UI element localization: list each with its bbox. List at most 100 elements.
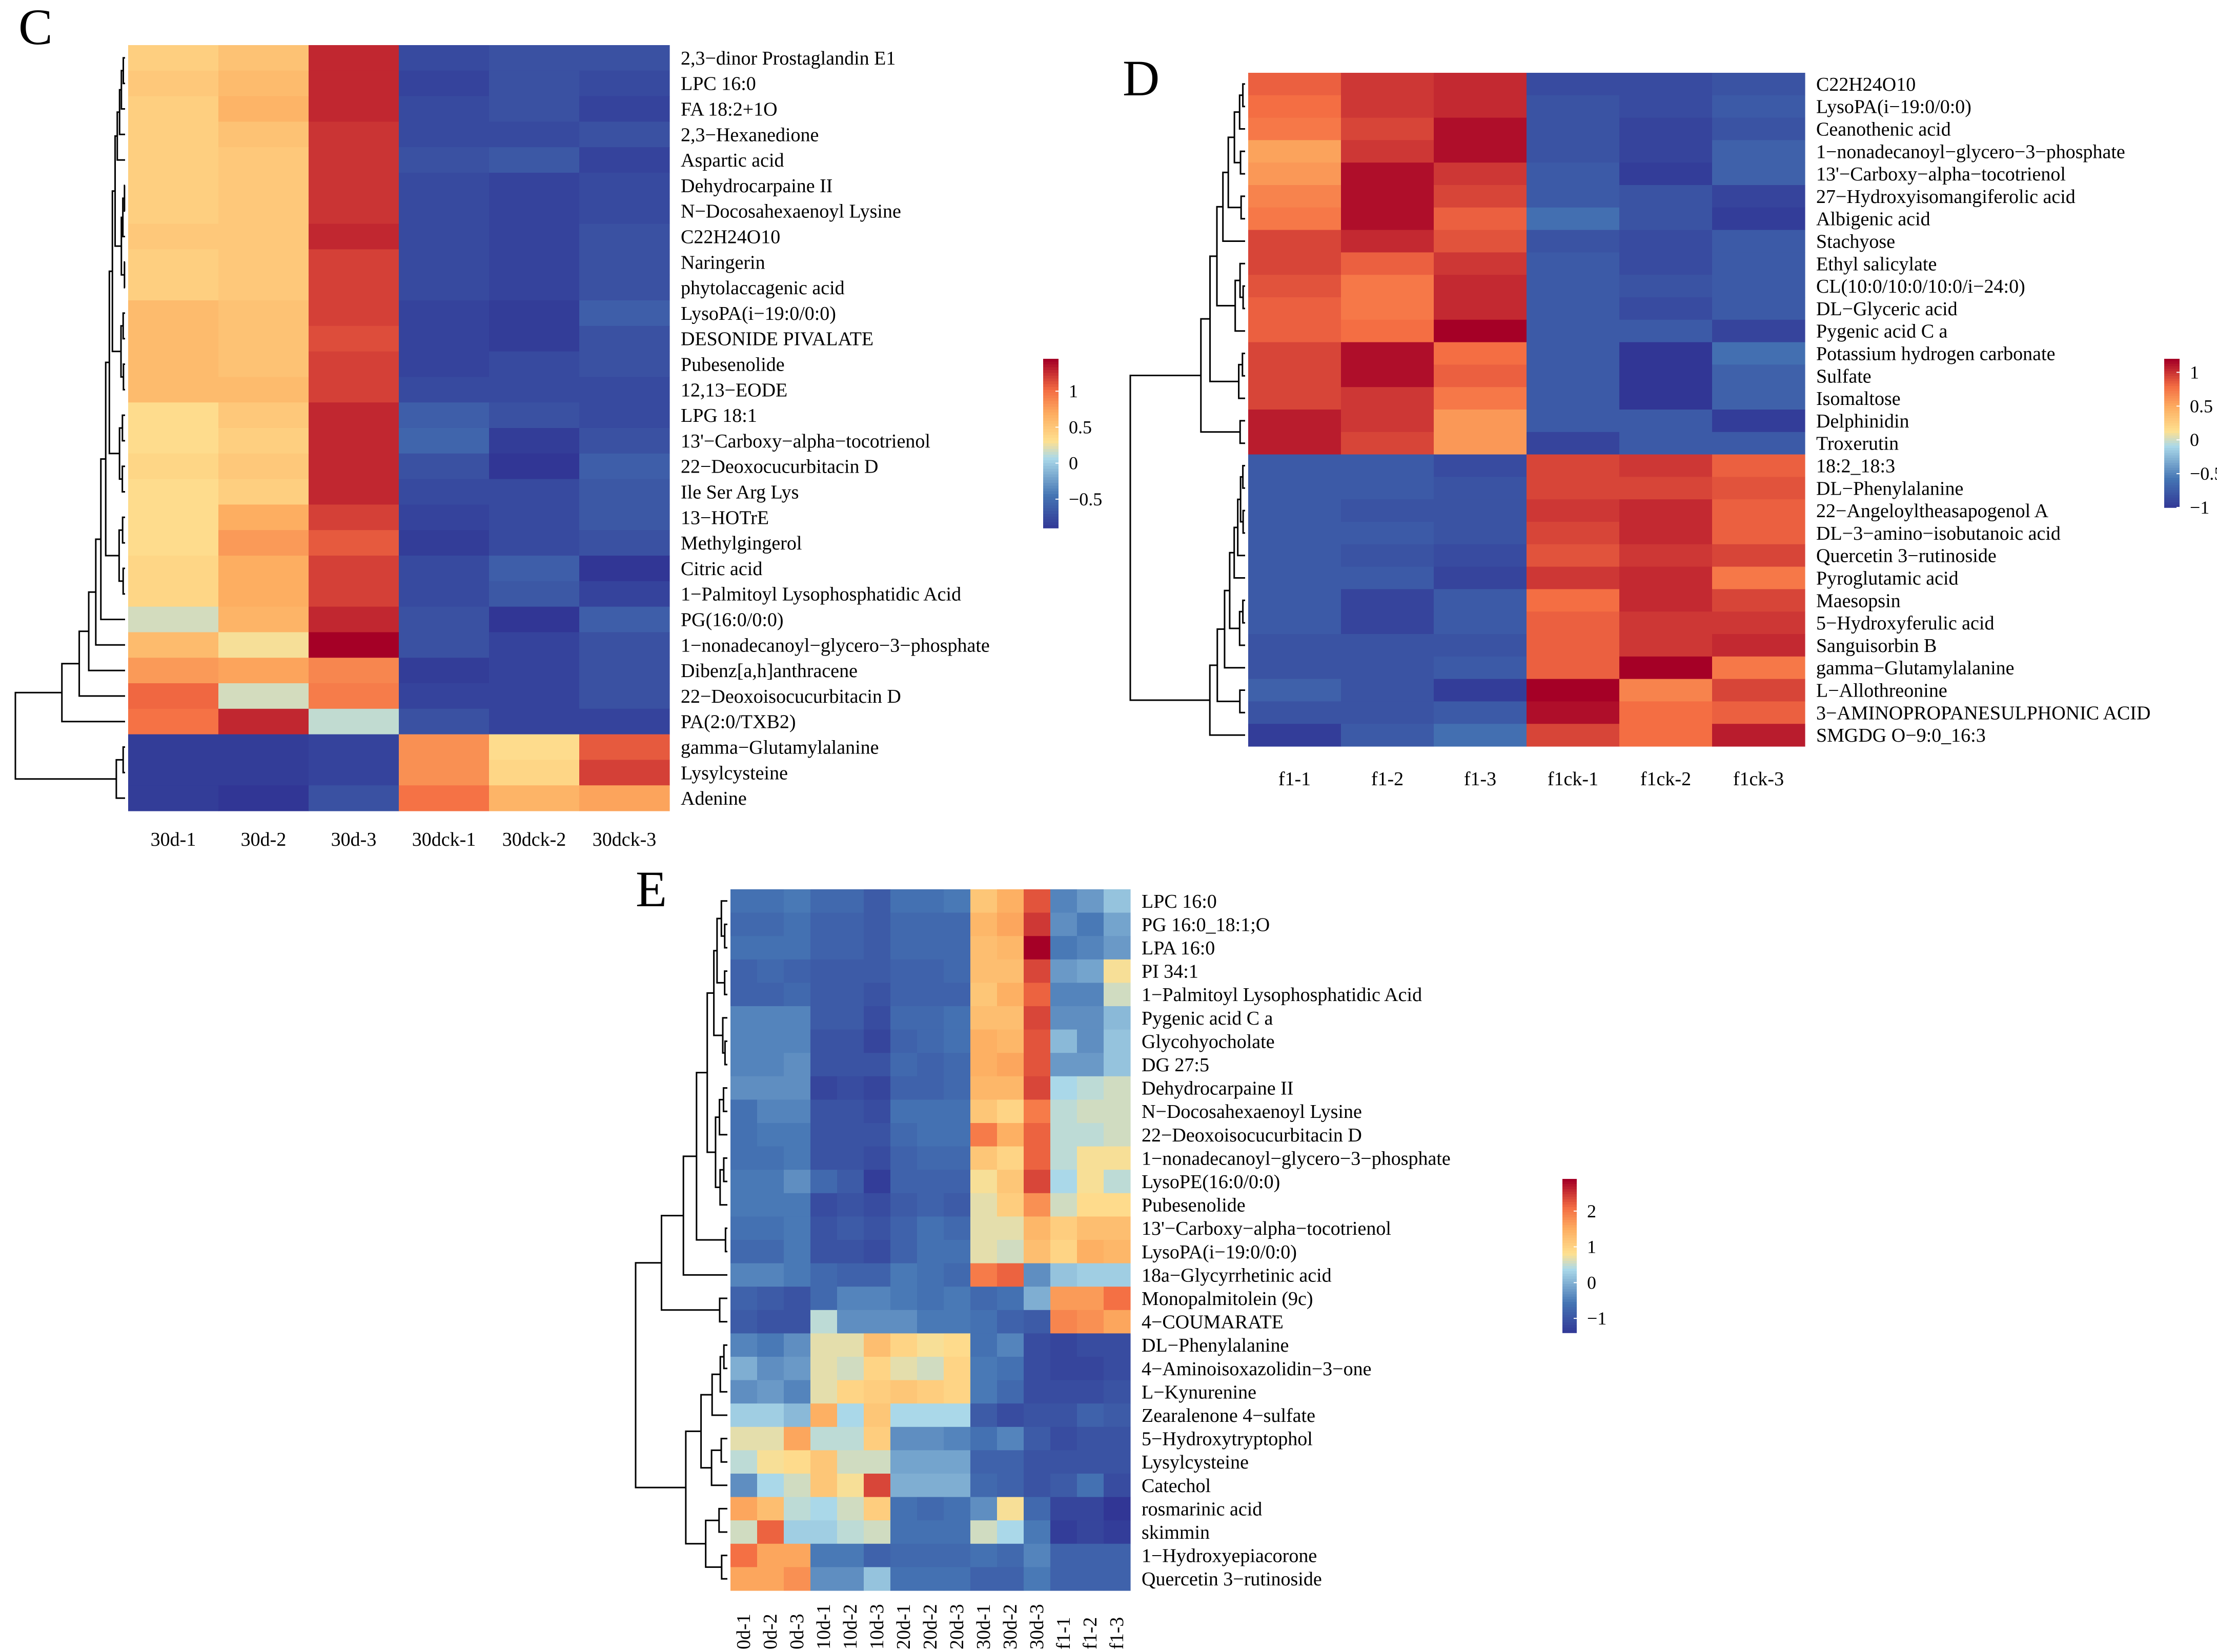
heatmap-cell <box>1527 117 1620 140</box>
heatmap-cell <box>1050 1403 1077 1427</box>
dendrogram-branch <box>1224 589 1245 669</box>
heatmap-cell <box>1104 912 1131 936</box>
heatmap-cell <box>399 428 490 454</box>
heatmap-cell <box>864 936 891 960</box>
legend-gradient-segment <box>2164 455 2180 459</box>
heatmap-cell <box>810 1520 838 1544</box>
heatmap-cell <box>399 173 490 199</box>
heatmap-cell <box>1248 207 1341 231</box>
heatmap-cell <box>1434 117 1527 140</box>
heatmap-cell <box>730 1380 758 1404</box>
heatmap-cell <box>218 734 309 760</box>
heatmap-cell <box>1024 1099 1051 1124</box>
heatmap-cell <box>837 1474 864 1498</box>
row-label: Maesopsin <box>1816 590 1901 611</box>
heatmap-cell <box>837 1543 864 1567</box>
heatmap-cell <box>1712 140 1805 163</box>
heatmap-cell <box>864 1006 891 1030</box>
row-label: DL−3−amino−isobutanoic acid <box>1816 523 2061 544</box>
legend-gradient-segment <box>1043 381 1059 385</box>
heatmap-cell <box>997 1333 1024 1357</box>
heatmap-cell <box>944 983 971 1007</box>
heatmap-cell <box>890 1426 918 1451</box>
heatmap-cell <box>1341 162 1434 186</box>
heatmap-cell <box>1077 912 1104 936</box>
heatmap-cell <box>970 1333 998 1357</box>
heatmap-cell <box>890 1263 918 1287</box>
heatmap-cell <box>218 377 309 403</box>
legend-gradient-segment <box>2164 371 2180 374</box>
heatmap-cell <box>128 198 219 225</box>
heatmap-cell <box>1527 410 1620 433</box>
heatmap-cell <box>864 1520 891 1544</box>
panel-letter-e: E <box>636 861 667 917</box>
heatmap-cell <box>810 1426 838 1451</box>
dendrogram-branch <box>724 923 727 949</box>
heatmap-cell <box>997 1403 1024 1427</box>
heatmap-cell <box>837 1333 864 1357</box>
dendrogram-branch <box>720 1438 727 1463</box>
dendrogram-branch <box>1216 628 1240 702</box>
heatmap-cell <box>757 1380 784 1404</box>
heatmap-cell <box>309 45 399 71</box>
heatmap-cell <box>890 1076 918 1100</box>
legend-tick-label: 0 <box>2190 430 2199 450</box>
heatmap-cell <box>970 1099 998 1124</box>
row-label: 13'−Carboxy−alpha−tocotrienol <box>681 431 930 452</box>
legend-gradient-segment <box>2164 403 2180 406</box>
heatmap-cell <box>997 1357 1024 1381</box>
heatmap-cell <box>837 1263 864 1287</box>
heatmap-cell <box>730 1146 758 1170</box>
heatmap-cell <box>917 1123 944 1147</box>
legend-gradient-segment <box>1562 1212 1577 1215</box>
heatmap-cell <box>1712 432 1805 455</box>
heatmap-cell <box>970 1474 998 1498</box>
heatmap-cell <box>128 70 219 97</box>
heatmap-cell <box>1527 162 1620 186</box>
heatmap-cell <box>1077 1287 1104 1311</box>
heatmap-cell <box>997 1543 1024 1567</box>
heatmap-cell <box>864 1357 891 1381</box>
legend-gradient-segment <box>2164 478 2180 481</box>
heatmap-cell <box>1619 73 1713 96</box>
heatmap-cell <box>1077 1333 1104 1357</box>
heatmap-cell <box>1434 73 1527 96</box>
row-label: Quercetin 3−rutinoside <box>1816 545 1997 567</box>
heatmap-cell <box>1619 387 1713 410</box>
heatmap-cell <box>1077 1193 1104 1217</box>
heatmap-cell <box>944 1497 971 1521</box>
column-label: f1-3 <box>1106 1617 1128 1649</box>
legend-gradient-segment <box>2164 470 2180 474</box>
heatmap-cell <box>997 1029 1024 1053</box>
legend-gradient-segment <box>1043 449 1059 453</box>
heatmap-cell <box>1248 701 1341 724</box>
row-label: Troxerutin <box>1816 433 1899 455</box>
heatmap-cell <box>810 1076 838 1100</box>
heatmap-cell <box>890 959 918 983</box>
legend-gradient-segment <box>2164 359 2180 362</box>
dendrogram-branch <box>1129 374 1210 701</box>
row-label: Pubesenolide <box>681 354 785 376</box>
heatmap-cell <box>730 1170 758 1194</box>
heatmap-cell <box>218 223 309 250</box>
heatmap-cell <box>944 1310 971 1334</box>
legend-gradient-segment <box>2164 463 2180 466</box>
heatmap-cell <box>399 325 490 352</box>
legend-tick-label: −0.5 <box>1069 489 1102 509</box>
heatmap-cell <box>1024 1076 1051 1100</box>
heatmap-cell <box>784 1450 811 1474</box>
row-label: 5−Hydroxyferulic acid <box>1816 613 1994 634</box>
heatmap-cell <box>1104 959 1131 983</box>
legend-gradient-segment <box>1562 1243 1577 1246</box>
legend-gradient-segment <box>1562 1248 1577 1251</box>
heatmap-cell <box>864 1216 891 1240</box>
legend-gradient-segment <box>2164 423 2180 426</box>
heatmap-cell <box>784 1426 811 1451</box>
row-label: 18:2_18:3 <box>1816 456 1895 477</box>
heatmap-cell <box>1104 1146 1131 1170</box>
row-label: LPC 16:0 <box>1142 891 1217 912</box>
legend-gradient-segment <box>1043 500 1059 503</box>
heatmap-cell <box>757 912 784 936</box>
heatmap-cell <box>579 300 670 327</box>
legend-gradient-segment <box>1562 1320 1577 1323</box>
